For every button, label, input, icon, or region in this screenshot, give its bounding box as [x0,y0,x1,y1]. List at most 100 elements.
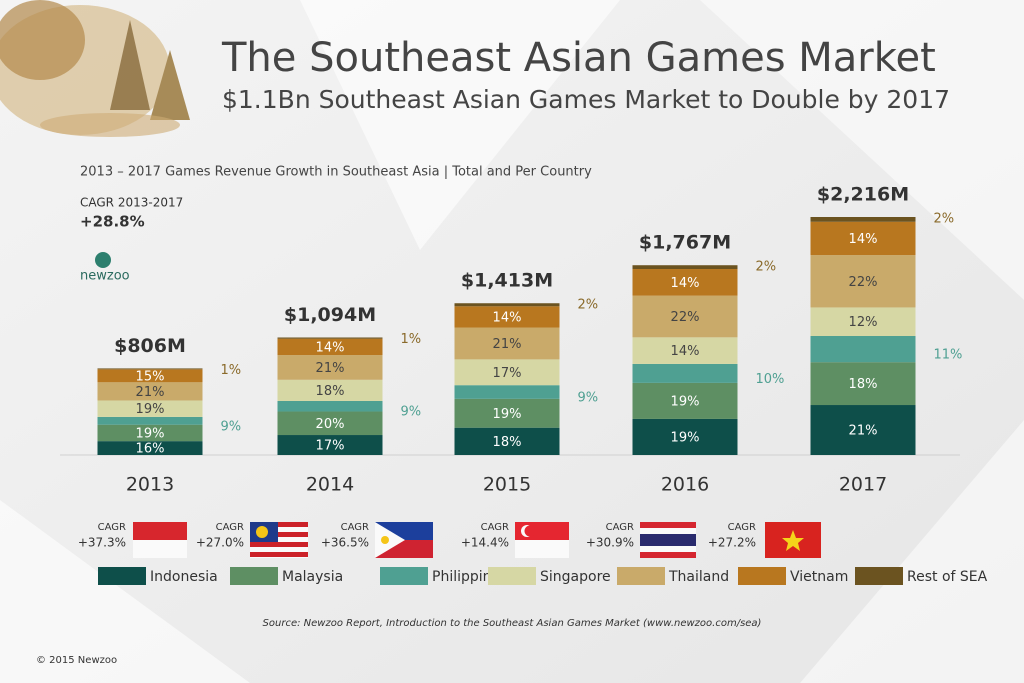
bg-shape [300,0,620,250]
flag-thailand [640,522,696,558]
bar-segment [632,269,738,296]
x-tick-label: 2013 [126,474,174,496]
copyright: © 2015 Newzoo [36,655,117,666]
bar-segment [454,359,560,386]
bar-segment [810,217,916,222]
data-label: 15% [136,369,165,384]
data-label: 18% [493,435,522,450]
flag-vietnam [765,522,821,558]
bar-segment [97,369,203,383]
bar-segment [97,424,203,442]
total-label: $1,094M [284,304,376,326]
cagr-value: +27.0% [196,536,244,550]
data-label: 12% [849,315,878,330]
cagr-value: +27.2% [708,536,756,550]
subtitle: $1.1Bn Southeast Asian Games Market to D… [222,85,950,114]
cagr-value: +14.4% [461,536,509,550]
x-tick-label: 2015 [483,474,531,496]
data-label: 19% [671,430,700,445]
bar-segment [97,382,203,401]
legend-swatch [380,567,428,585]
bar-segment [277,411,383,436]
bar-segment [454,385,560,399]
flag-malaysia [250,522,308,558]
logo-icon [95,252,111,268]
data-label: 21% [849,424,878,439]
bar-segment [632,363,738,383]
data-label: 14% [493,310,522,325]
bar-segment [810,307,916,336]
bar-segment [97,416,203,425]
data-label: 9% [401,405,422,420]
data-label: 21% [136,385,165,400]
legend-label: Vietnam [790,569,848,585]
total-label: $806M [114,335,186,357]
bar-segment [277,400,383,412]
data-label: 10% [756,372,785,387]
data-label: 1% [401,332,422,347]
legend-label: Indonesia [150,569,218,585]
data-label: 17% [316,439,345,454]
legend-label: Malaysia [282,569,343,585]
bg-shape [0,500,250,683]
legend-swatch [738,567,786,585]
data-label: 18% [316,384,345,399]
bar-segment [277,338,383,356]
data-label: 19% [136,402,165,417]
cagr-value: +30.9% [586,536,634,550]
cagr-value: +36.5% [321,536,369,550]
title: The Southeast Asian Games Market [221,35,936,81]
bar-segment [454,303,560,307]
data-label: 9% [221,419,242,434]
data-label: 1% [221,363,242,378]
bar-segment [632,265,738,270]
bar-segment [277,379,383,401]
bar-segment [632,418,738,455]
data-label: 21% [316,361,345,376]
data-label: 11% [934,348,963,363]
bg-shape [800,420,1024,683]
bar-segment [632,382,738,419]
flag-singapore [515,522,569,558]
chart-title: 2013 – 2017 Games Revenue Growth in Sout… [80,165,592,180]
legend-swatch [617,567,665,585]
legend-swatch [855,567,903,585]
cagr-title: CAGR [481,522,509,533]
legend-swatch [98,567,146,585]
overall-cagr-label: CAGR 2013-2017 [80,196,183,210]
legend-label: Singapore [540,569,611,585]
bar-segment [97,441,203,455]
bg-shape [700,0,1024,300]
data-label: 14% [316,340,345,355]
bar-segment [454,427,560,455]
data-label: 9% [578,391,599,406]
data-label: 14% [849,232,878,247]
bar-segment [277,435,383,455]
overall-cagr: +28.8% [80,213,145,231]
legend-label: Thailand [668,569,729,585]
bar-segment [632,295,738,338]
data-label: 16% [136,442,165,457]
legend-swatch [230,567,278,585]
data-label: 19% [671,394,700,409]
bar-segment [810,405,916,455]
legend-swatch [488,567,536,585]
bar-segment [632,337,738,364]
data-label: 19% [493,407,522,422]
data-label: 20% [316,417,345,432]
data-label: 22% [849,275,878,290]
bar-segment [810,336,916,363]
x-tick-label: 2016 [661,474,709,496]
bar-segment [454,306,560,328]
data-label: 2% [756,260,777,275]
bar-segment [454,327,560,360]
cagr-title: CAGR [728,522,756,533]
data-label: 2% [578,298,599,313]
data-label: 22% [671,310,700,325]
total-label: $1,413M [461,270,553,292]
cagr-title: CAGR [98,522,126,533]
data-label: 14% [671,344,700,359]
legend-label: Rest of SEA [907,569,988,585]
logo: newzoo [80,269,130,284]
